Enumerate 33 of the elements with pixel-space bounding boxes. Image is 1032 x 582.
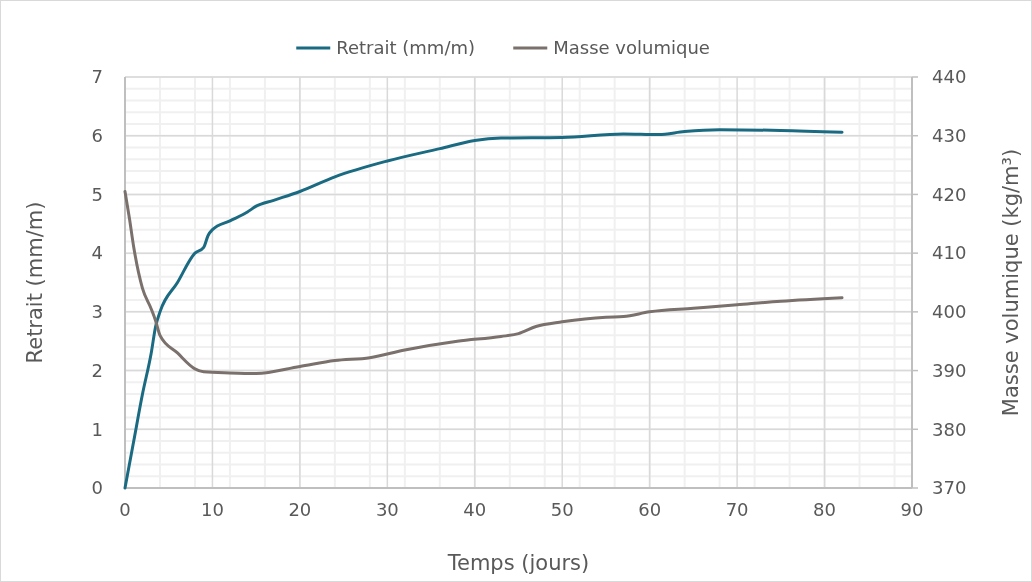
x-tick-label: 0 bbox=[119, 499, 131, 520]
y-tick-label: 3 bbox=[91, 301, 103, 323]
x-tick-label: 20 bbox=[288, 499, 312, 520]
y-tick-label: 6 bbox=[91, 125, 103, 147]
y-tick-label: 0 bbox=[91, 477, 103, 499]
x-tick-label: 70 bbox=[725, 499, 749, 520]
y2-tick-label: 410 bbox=[932, 242, 967, 264]
legend-label: Masse volumique bbox=[553, 37, 710, 59]
y2-tick-label: 440 bbox=[932, 66, 967, 88]
x-tick-label: 30 bbox=[375, 499, 399, 520]
x-tick-label: 80 bbox=[813, 499, 837, 520]
y-tick-label: 7 bbox=[91, 66, 103, 88]
x-tick-label: 60 bbox=[638, 499, 662, 520]
y-tick-label: 2 bbox=[91, 359, 103, 381]
x-tick-label: 10 bbox=[200, 499, 224, 520]
y-axis-title: Retrait (mm/m) bbox=[23, 201, 47, 364]
y2-tick-label: 420 bbox=[932, 183, 967, 205]
x-tick-label: 50 bbox=[550, 499, 574, 520]
line-series bbox=[123, 189, 844, 376]
y2-tick-label: 380 bbox=[932, 418, 967, 440]
y2-tick-label: 390 bbox=[932, 359, 967, 381]
y2-axis-title: Masse volumique (kg/m³) bbox=[999, 148, 1023, 417]
y2-tick-label: 430 bbox=[932, 125, 967, 147]
line-series bbox=[123, 128, 844, 490]
y-tick-label: 5 bbox=[91, 183, 103, 205]
x-tick-label: 90 bbox=[900, 499, 924, 520]
y2-tick-label: 370 bbox=[932, 477, 967, 499]
y-tick-label: 4 bbox=[91, 242, 103, 264]
y-tick-label: 1 bbox=[91, 418, 103, 440]
legend-label: Retrait (mm/m) bbox=[336, 37, 476, 59]
x-tick-label: 40 bbox=[463, 499, 487, 520]
y2-tick-label: 400 bbox=[932, 301, 967, 323]
x-axis-title: Temps (jours) bbox=[446, 551, 590, 575]
